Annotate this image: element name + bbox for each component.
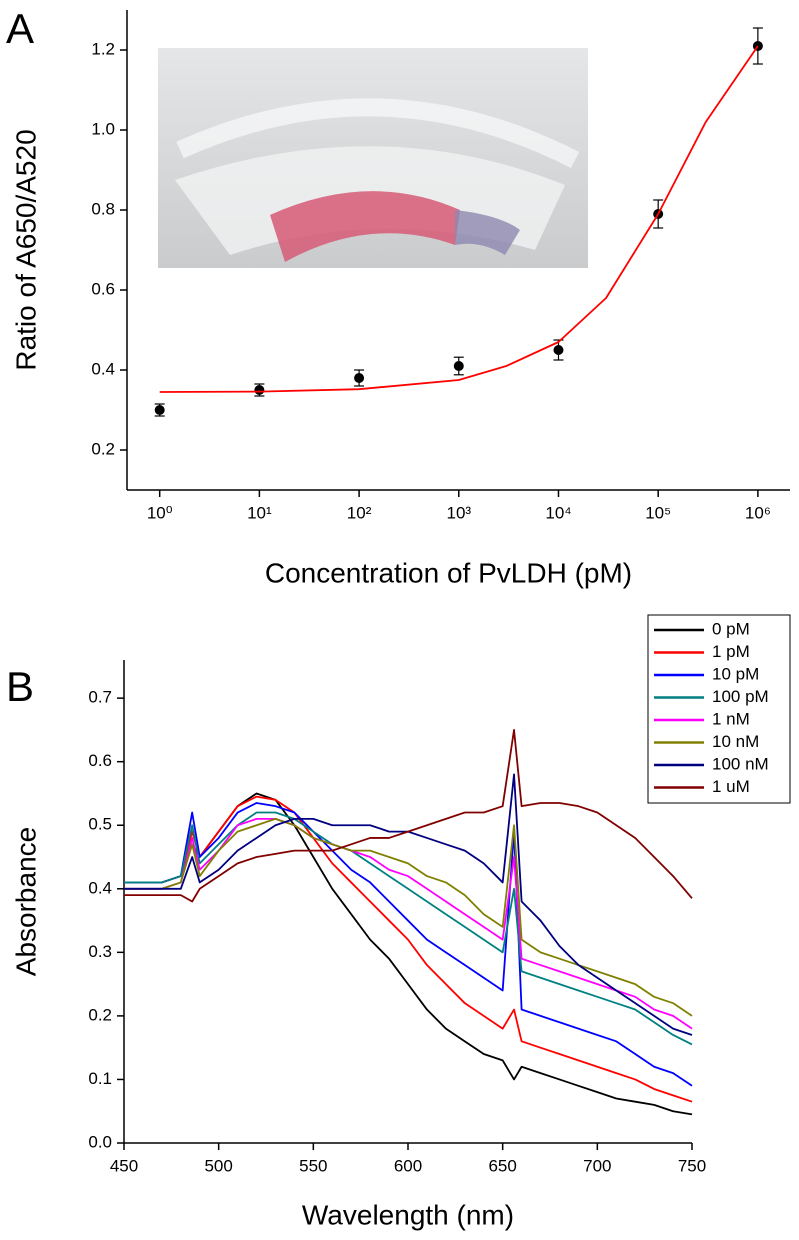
y-tick-label: 0.7 bbox=[88, 688, 112, 707]
legend-box bbox=[647, 614, 791, 804]
y-tick-label: 1.2 bbox=[91, 39, 115, 58]
y-tick-label: 0.0 bbox=[88, 1132, 112, 1151]
legend-label: 100 nM bbox=[712, 754, 769, 773]
series-line bbox=[124, 811, 693, 1046]
series-line bbox=[124, 802, 693, 1087]
series-line bbox=[124, 795, 693, 1103]
legend-label: 1 uM bbox=[712, 777, 750, 796]
panel-label: B bbox=[6, 663, 34, 710]
series-line bbox=[124, 773, 693, 1036]
x-tick-label: 600 bbox=[394, 1156, 422, 1175]
x-tick-label: 10⁴ bbox=[545, 503, 571, 522]
y-tick-label: 0.8 bbox=[91, 199, 115, 218]
legend-label: 100 pM bbox=[712, 687, 769, 706]
y-tick-label: 0.6 bbox=[91, 279, 115, 298]
series-line bbox=[124, 817, 693, 1017]
y-tick-label: 0.2 bbox=[88, 1005, 112, 1024]
photo-inset bbox=[158, 48, 588, 268]
y-tick-label: 0.4 bbox=[91, 359, 115, 378]
x-tick-label: 700 bbox=[583, 1156, 611, 1175]
x-tick-label: 450 bbox=[110, 1156, 138, 1175]
x-tick-label: 650 bbox=[488, 1156, 516, 1175]
data-point bbox=[154, 405, 165, 415]
x-axis-title: Wavelength (nm) bbox=[302, 1199, 514, 1230]
x-tick-label: 10² bbox=[347, 503, 372, 522]
x-tick-label: 500 bbox=[204, 1156, 232, 1175]
y-axis-title: Ratio of A650/A520 bbox=[10, 129, 41, 370]
series-line bbox=[159, 45, 759, 393]
series-line bbox=[124, 792, 693, 1116]
x-axis-title: Concentration of PvLDH (pM) bbox=[265, 557, 632, 588]
panel-label: A bbox=[6, 5, 34, 52]
legend-label: 10 nM bbox=[712, 732, 759, 751]
y-tick-label: 0.5 bbox=[88, 815, 112, 834]
x-tick-label: 10⁵ bbox=[645, 503, 671, 522]
y-tick-label: 1.0 bbox=[91, 119, 115, 138]
legend-label: 1 nM bbox=[712, 709, 750, 728]
y-axis-title: Absorbance bbox=[10, 827, 41, 976]
series-line bbox=[124, 729, 693, 903]
y-tick-label: 0.6 bbox=[88, 751, 112, 770]
data-point bbox=[453, 361, 464, 371]
x-tick-label: 10¹ bbox=[247, 503, 272, 522]
legend-label: 0 pM bbox=[712, 619, 750, 638]
x-tick-label: 750 bbox=[678, 1156, 706, 1175]
legend-label: 1 pM bbox=[712, 642, 750, 661]
x-tick-label: 10⁶ bbox=[745, 503, 771, 522]
x-tick-label: 10⁰ bbox=[147, 503, 173, 522]
data-point bbox=[354, 373, 365, 383]
y-tick-label: 0.2 bbox=[91, 439, 115, 458]
y-tick-label: 0.1 bbox=[88, 1069, 112, 1088]
legend-label: 10 pM bbox=[712, 664, 759, 683]
y-tick-label: 0.3 bbox=[88, 942, 112, 961]
data-point bbox=[254, 385, 265, 395]
series-line bbox=[124, 817, 693, 1030]
x-tick-label: 10³ bbox=[446, 503, 471, 522]
x-tick-label: 550 bbox=[299, 1156, 327, 1175]
data-point bbox=[553, 345, 564, 355]
y-tick-label: 0.4 bbox=[88, 878, 112, 897]
